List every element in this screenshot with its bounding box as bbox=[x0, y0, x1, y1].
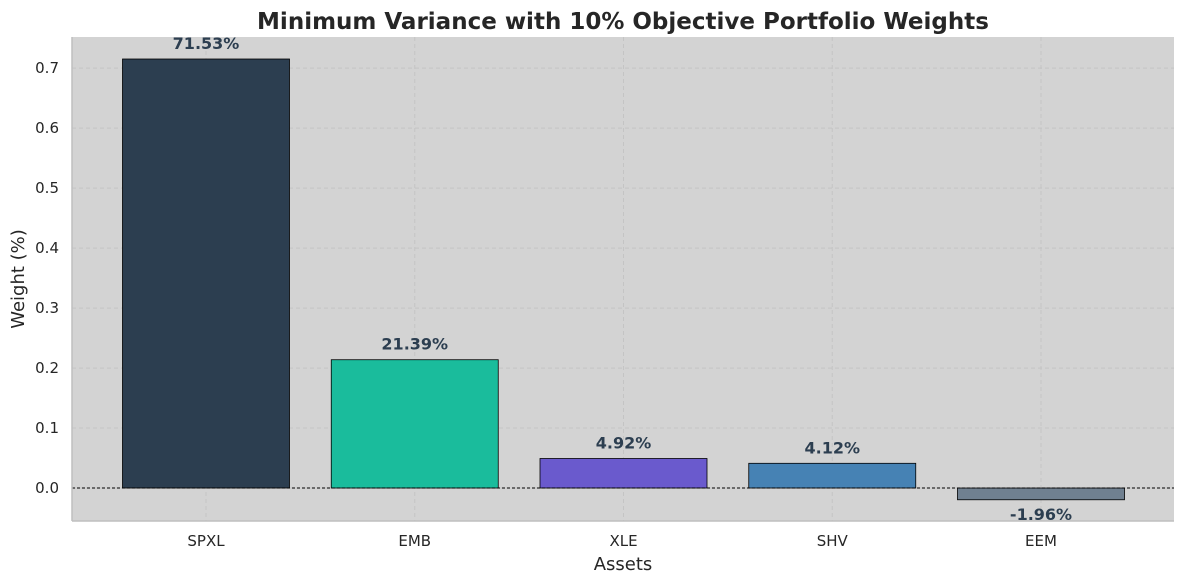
bar-emb bbox=[330, 359, 499, 489]
x-axis-title: Assets bbox=[594, 554, 653, 575]
x-tick-label: SHV bbox=[817, 532, 849, 550]
axes: 0.0 0.1 0.2 0.3 0.4 0.5 0.6 0.7 SPXL EMB XLE SHV EEM bbox=[35, 37, 1174, 550]
bar-shv bbox=[748, 462, 917, 489]
bar-value-label: 4.12% bbox=[804, 438, 860, 457]
bar-spxl bbox=[122, 58, 290, 489]
y-tick-label: 0.4 bbox=[35, 239, 59, 257]
bar-xle bbox=[539, 458, 708, 489]
y-tick-label: 0.3 bbox=[35, 299, 59, 317]
bar-eem bbox=[957, 487, 1125, 501]
bar-value-label: 21.39% bbox=[381, 335, 448, 354]
bars-group bbox=[122, 58, 1125, 501]
bar-value-label: -1.96% bbox=[1010, 505, 1072, 524]
y-tick-label: 0.1 bbox=[35, 419, 59, 437]
x-tick-label: SPXL bbox=[187, 532, 225, 550]
chart-title: Minimum Variance with 10% Objective Port… bbox=[257, 9, 989, 35]
y-tick-label: 0.5 bbox=[35, 179, 59, 197]
y-axis-title: Weight (%) bbox=[8, 229, 29, 329]
y-tick-label: 0.2 bbox=[35, 359, 59, 377]
y-tick-label: 0.7 bbox=[35, 59, 59, 77]
bar-value-label: 4.92% bbox=[596, 434, 652, 453]
x-tick-label: EMB bbox=[398, 532, 431, 550]
bar-value-labels: 71.53% 21.39% 4.92% 4.12% -1.96% bbox=[173, 34, 1072, 524]
x-tick-label: EEM bbox=[1025, 532, 1057, 550]
y-tick-label: 0.6 bbox=[35, 119, 59, 137]
x-tick-label: XLE bbox=[609, 532, 637, 550]
bar-value-label: 71.53% bbox=[173, 34, 240, 53]
y-tick-label: 0.0 bbox=[35, 479, 59, 497]
